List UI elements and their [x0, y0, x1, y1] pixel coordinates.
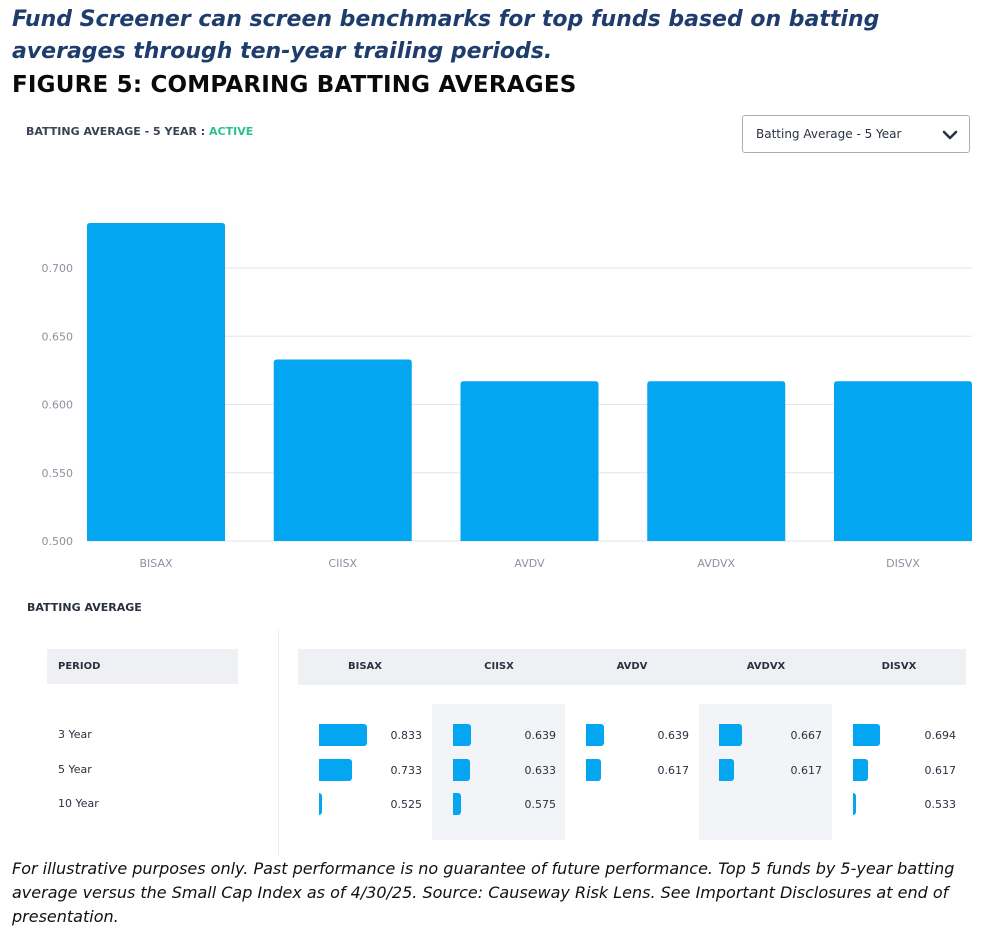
column-header: DISVX — [881, 661, 917, 672]
table-title: BATTING AVERAGE — [27, 601, 142, 614]
figure-title: FIGURE 5: COMPARING BATTING AVERAGES — [12, 72, 577, 98]
period-header-label: PERIOD — [58, 661, 101, 672]
metric-select-value: Batting Average - 5 Year — [756, 127, 902, 141]
row-period-label: 10 Year — [58, 797, 99, 810]
table-bar — [586, 759, 601, 781]
column-header: CIISX — [484, 661, 514, 672]
bar — [273, 359, 412, 541]
intro-text: Fund Screener can screen benchmarks for … — [12, 7, 880, 64]
y-tick-label: 0.550 — [42, 467, 74, 480]
table-bar — [319, 793, 322, 815]
table-bar — [319, 759, 352, 781]
table-cell-value: 0.639 — [524, 729, 557, 742]
table-bar — [719, 759, 734, 781]
y-tick-label: 0.700 — [42, 262, 74, 275]
table-bar — [453, 759, 471, 781]
table-cell-value: 0.667 — [790, 729, 823, 742]
chart-header-label: BATTING AVERAGE - 5 YEAR : — [26, 125, 206, 138]
metric-select[interactable]: Batting Average - 5 Year — [742, 115, 970, 153]
table-cell-value: 0.639 — [657, 729, 690, 742]
bar — [460, 381, 599, 541]
column-header-band — [298, 649, 966, 685]
x-tick-label: DISVX — [886, 557, 920, 570]
table-cell-value: 0.525 — [390, 798, 423, 811]
table-cell-value: 0.617 — [790, 764, 823, 777]
chevron-down-icon — [942, 130, 958, 140]
table-cell-value: 0.617 — [924, 764, 957, 777]
x-tick-label: CIISX — [328, 557, 357, 570]
x-tick-label: AVDV — [514, 557, 545, 570]
x-tick-label: AVDVX — [697, 557, 735, 570]
table-cell-value: 0.833 — [390, 729, 423, 742]
chart-header: BATTING AVERAGE - 5 YEAR : ACTIVE — [26, 125, 253, 138]
table-bar — [453, 793, 462, 815]
bar — [834, 381, 972, 541]
column-header: AVDV — [616, 661, 648, 672]
table-bar — [853, 759, 868, 781]
status-badge: ACTIVE — [209, 125, 254, 138]
x-tick-label: BISAX — [139, 557, 173, 570]
table-bar — [853, 724, 880, 746]
row-period-label: 3 Year — [58, 728, 92, 741]
bar — [87, 222, 225, 541]
footnote: For illustrative purposes only. Past per… — [12, 859, 955, 926]
y-tick-label: 0.650 — [42, 330, 74, 343]
column-header: AVDVX — [746, 661, 786, 672]
table-bar — [853, 793, 856, 815]
table-bar — [719, 724, 742, 746]
batting-average-chart: 0.500 0.550 0.600 0.650 0.700 BISAX CIISX AVDV A… — [42, 222, 972, 570]
table-cell-value: 0.575 — [524, 798, 557, 811]
bar — [647, 381, 786, 541]
table-divider — [278, 630, 279, 856]
y-tick-label: 0.500 — [42, 535, 74, 548]
table-bar — [319, 724, 367, 746]
table-bar — [586, 724, 605, 746]
table-cell-value: 0.694 — [924, 729, 957, 742]
table-bar — [453, 724, 472, 746]
table-cell-value: 0.617 — [657, 764, 690, 777]
period-header: PERIOD — [47, 649, 238, 684]
table-cell-value: 0.733 — [390, 764, 423, 777]
row-period-label: 5 Year — [58, 763, 92, 776]
table-cell-value: 0.533 — [924, 798, 957, 811]
table-cell-value: 0.633 — [524, 764, 557, 777]
column-header: BISAX — [348, 661, 382, 672]
y-tick-label: 0.600 — [42, 399, 74, 412]
